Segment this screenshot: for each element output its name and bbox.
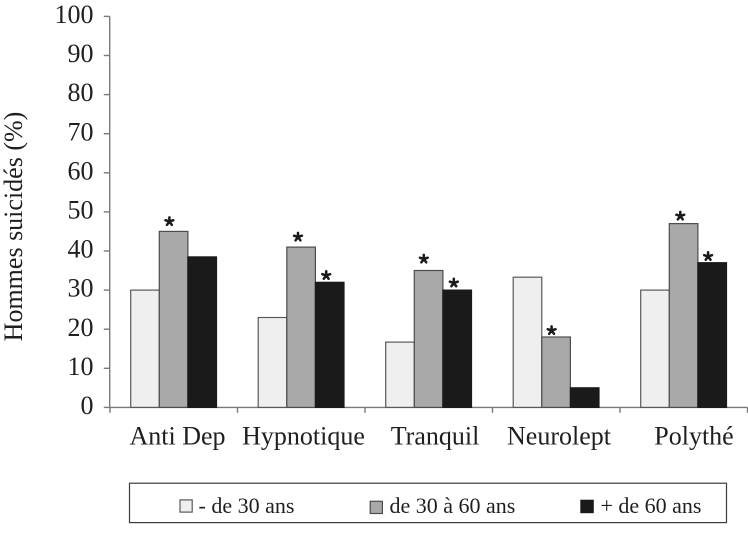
svg-text:+ de 60 ans: + de 60 ans bbox=[601, 493, 702, 518]
svg-text:de 30 à 60 ans: de 30 à 60 ans bbox=[390, 493, 516, 518]
svg-text:30: 30 bbox=[68, 274, 94, 303]
svg-text:50: 50 bbox=[68, 196, 94, 225]
svg-text:Polythé: Polythé bbox=[654, 421, 733, 450]
svg-text:0: 0 bbox=[81, 391, 94, 420]
svg-text:10: 10 bbox=[68, 352, 94, 381]
svg-text:100: 100 bbox=[55, 0, 94, 29]
svg-text:Hommes suicidés (%): Hommes suicidés (%) bbox=[0, 112, 28, 342]
svg-text:Anti Dep: Anti Dep bbox=[129, 421, 225, 450]
svg-text:60: 60 bbox=[68, 156, 94, 185]
svg-text:Hypnotique: Hypnotique bbox=[242, 421, 365, 450]
svg-text:80: 80 bbox=[68, 78, 94, 107]
svg-text:40: 40 bbox=[68, 235, 94, 264]
svg-text:20: 20 bbox=[68, 313, 94, 342]
svg-text:- de 30 ans: - de 30 ans bbox=[199, 493, 295, 518]
svg-text:90: 90 bbox=[68, 39, 94, 68]
svg-text:Tranquil: Tranquil bbox=[391, 421, 480, 450]
svg-text:Neurolept: Neurolept bbox=[507, 421, 612, 450]
svg-text:70: 70 bbox=[68, 117, 94, 146]
